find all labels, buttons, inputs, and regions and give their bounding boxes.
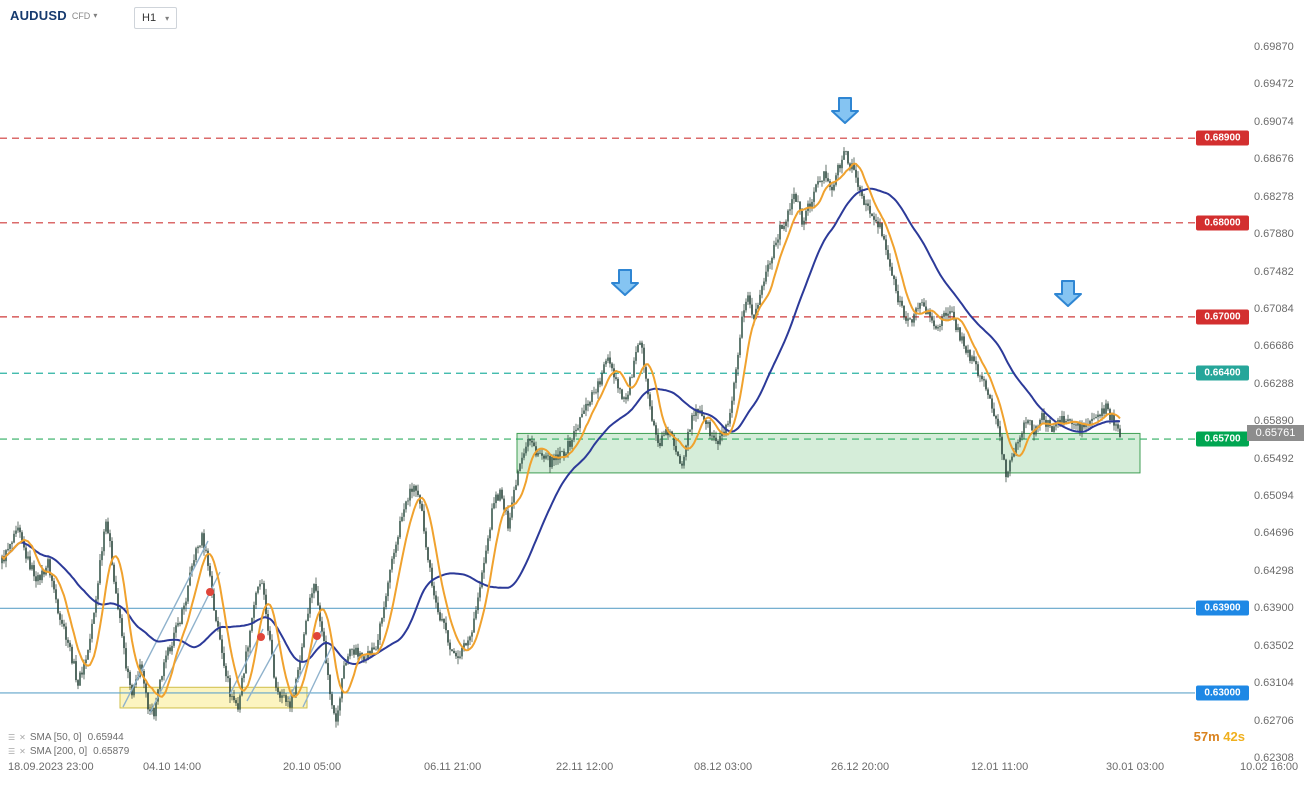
time-axis-label: 22.11 12:00 [556, 761, 614, 773]
indicator-row-sma200: ☰ ✕ SMA [200, 0] 0.65879 [8, 746, 129, 757]
timeframe-value: H1 [142, 12, 157, 24]
signal-dot[interactable] [257, 633, 265, 641]
price-axis-label: 0.68278 [1254, 190, 1294, 203]
price-axis-label: 0.63502 [1254, 639, 1294, 652]
time-axis-label: 20.10 05:00 [283, 761, 342, 773]
price-axis-label: 0.64298 [1254, 564, 1294, 577]
price-axis-label: 0.65890 [1254, 415, 1294, 428]
symbol-name: AUDUSD [10, 8, 67, 23]
countdown-seconds: 42s [1223, 729, 1245, 744]
symbol-selector[interactable]: AUDUSD CFD ▾ [10, 8, 97, 23]
signal-dot[interactable] [313, 632, 321, 640]
time-axis-label: 10.02 16:00 [1240, 761, 1299, 773]
price-level-tag: 0.65700 [1196, 431, 1249, 447]
down-arrow-marker[interactable] [1054, 280, 1082, 307]
price-axis-label: 0.62308 [1254, 751, 1294, 764]
down-arrow-marker[interactable] [831, 97, 859, 124]
indicator-value: 0.65879 [93, 746, 130, 757]
price-axis-label: 0.69074 [1254, 115, 1294, 128]
indicator-settings-icon[interactable]: ☰ [8, 747, 16, 756]
price-level-tag: 0.66400 [1196, 365, 1249, 381]
timeframe-dropdown-caret-icon: ▾ [165, 13, 170, 23]
trend-channel-line[interactable] [288, 630, 322, 700]
trend-channel-line[interactable] [122, 540, 209, 708]
price-axis-label: 0.67880 [1254, 228, 1294, 241]
time-axis-label: 18.09.2023 23:00 [8, 761, 94, 773]
price-axis-label: 0.67482 [1254, 265, 1294, 278]
price-axis-label: 0.67084 [1254, 302, 1294, 315]
price-level-tag: 0.68900 [1196, 130, 1249, 146]
time-axis-label: 30.01 03:00 [1106, 761, 1165, 773]
indicator-row-sma50: ☰ ✕ SMA [50, 0] 0.65944 [8, 732, 124, 743]
current-price-tag: 0.65761 [1247, 425, 1304, 442]
price-axis-label: 0.65094 [1254, 490, 1294, 503]
indicator-name: SMA [200, 0] [29, 746, 88, 757]
price-level-tag: 0.68000 [1196, 215, 1249, 231]
time-axis-label: 12.01 11:00 [971, 761, 1029, 773]
price-axis-label: 0.63104 [1254, 677, 1294, 690]
signal-dot[interactable] [206, 588, 214, 596]
indicator-value: 0.65944 [87, 732, 124, 743]
price-axis-label: 0.66686 [1254, 340, 1294, 353]
support-zone-green[interactable] [516, 432, 1141, 474]
instrument-type-label: CFD [71, 10, 91, 21]
down-arrow-marker[interactable] [611, 269, 639, 296]
time-axis-label: 06.11 21:00 [424, 761, 482, 773]
time-axis-label: 04.10 14:00 [143, 761, 202, 773]
countdown-minutes: 57m [1193, 729, 1220, 744]
price-axis-label: 0.68676 [1254, 153, 1294, 166]
trend-channel-line[interactable] [246, 640, 281, 702]
price-axis-label: 0.69870 [1254, 41, 1294, 53]
timeframe-selector[interactable]: H1 ▾ [134, 7, 178, 29]
candle-countdown-timer: 57m 42s [1140, 729, 1245, 744]
symbol-dropdown-caret-icon[interactable]: ▾ [93, 11, 98, 20]
time-axis-label: 08.12 03:00 [694, 761, 753, 773]
sma-50-line[interactable] [1, 162, 1121, 698]
price-axis-label: 0.63900 [1254, 602, 1294, 615]
price-level-tag: 0.63900 [1196, 600, 1249, 616]
trend-channel-line[interactable] [302, 645, 333, 708]
price-axis-label: 0.65492 [1254, 452, 1294, 465]
price-level-tag: 0.67000 [1196, 309, 1249, 325]
time-axis-label: 26.12 20:00 [831, 761, 890, 773]
indicator-remove-icon[interactable]: ✕ [19, 747, 26, 756]
candlestick-series [1, 147, 1121, 728]
indicator-name: SMA [50, 0] [29, 732, 82, 743]
indicator-settings-icon[interactable]: ☰ [8, 733, 16, 742]
price-level-tag: 0.63000 [1196, 685, 1249, 701]
price-axis-label: 0.66288 [1254, 377, 1294, 390]
price-axis-label: 0.62706 [1254, 714, 1294, 727]
indicator-remove-icon[interactable]: ✕ [19, 733, 26, 742]
price-axis-label: 0.69472 [1254, 78, 1294, 91]
price-axis-label: 0.64696 [1254, 527, 1294, 540]
sma-200-line[interactable] [1, 187, 1121, 665]
